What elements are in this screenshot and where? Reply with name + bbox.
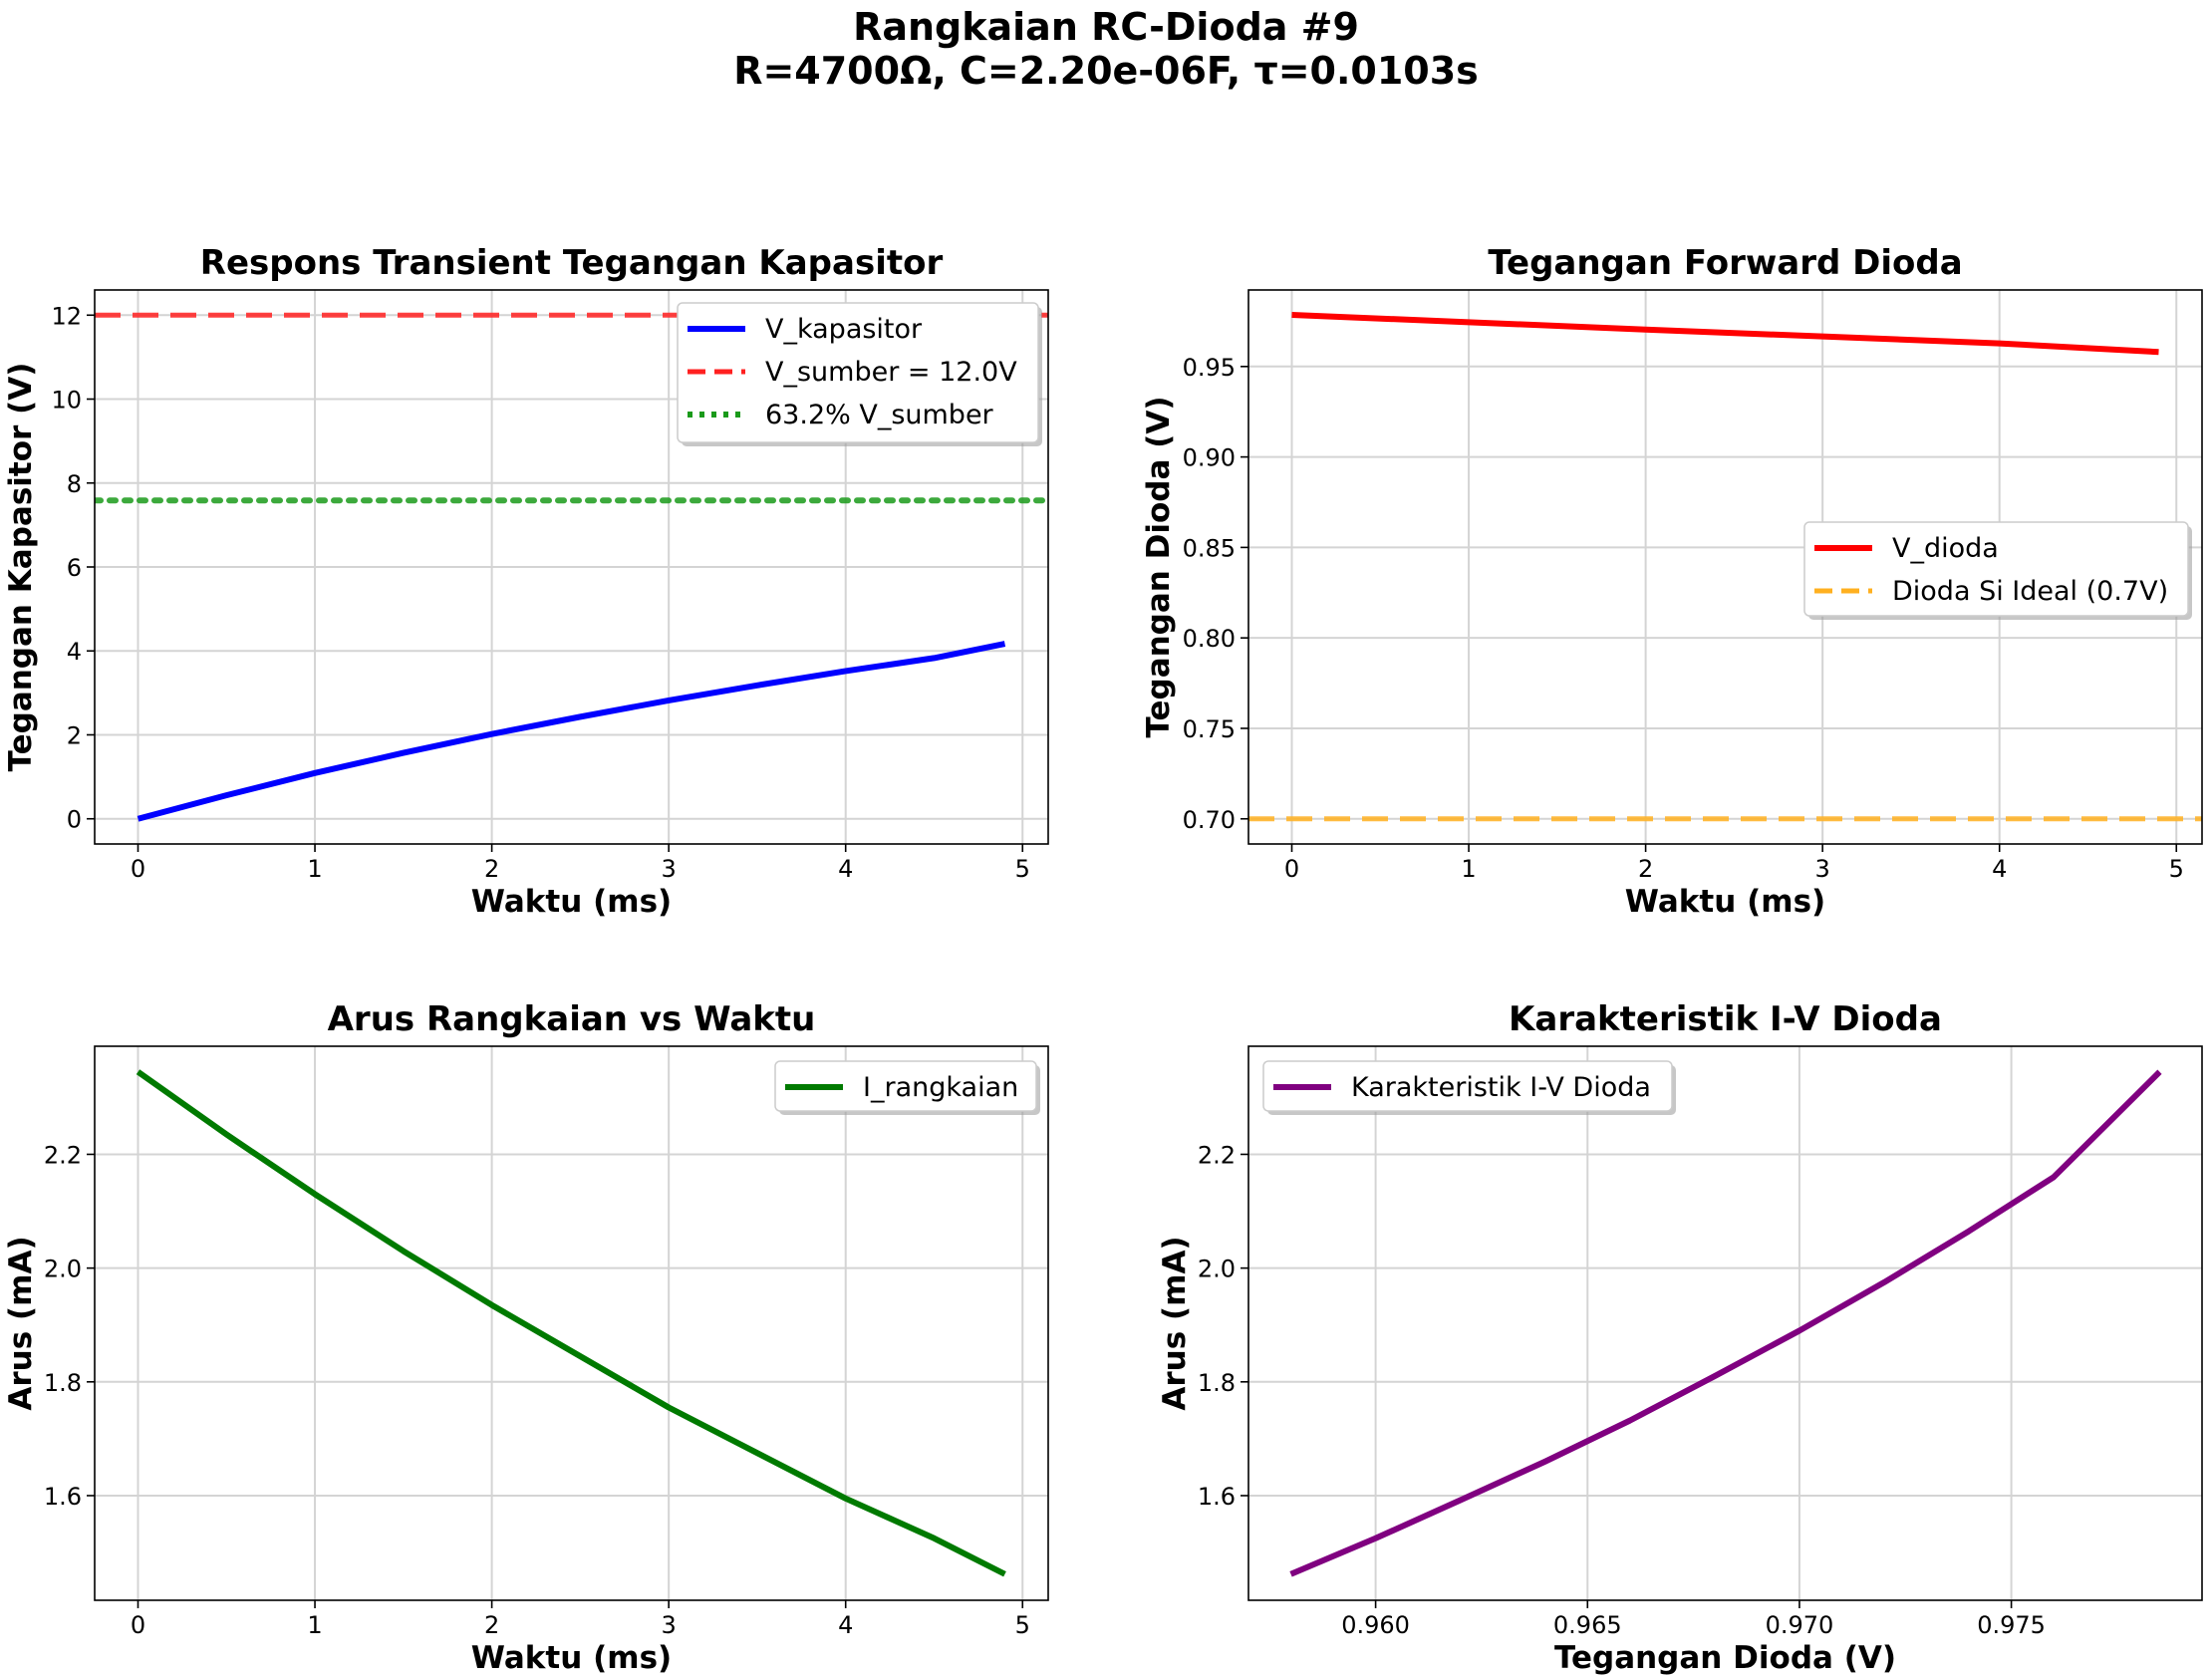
y-tick-label: 2.0 [44, 1256, 82, 1283]
y-tick-label: 0.85 [1183, 534, 1236, 562]
subplot-title: Respons Transient Tegangan Kapasitor [200, 243, 944, 283]
subplot-3: 0 1 2 3 4 5 1.6 1.8 2.0 2.2 Arus Rangkaian vs Wakt… [3, 999, 1049, 1676]
legend-entry: Karakteristik I-V Dioda [1351, 1072, 1651, 1103]
plot-area [1289, 1069, 2162, 1577]
x-tick-label: 2 [484, 1611, 499, 1639]
legend-entry: I_rangkaian [863, 1072, 1018, 1103]
x-axis-label: Waktu (ms) [1625, 884, 1825, 920]
x-tick-label: 0.960 [1341, 1611, 1410, 1639]
legend: Karakteristik I-V Dioda [1262, 1060, 1676, 1115]
x-tick-label: 1 [307, 1611, 322, 1639]
y-axis-label: Arus (mA) [3, 1236, 39, 1410]
y-tick-label: 0.90 [1183, 444, 1236, 472]
x-tick-label: 5 [1015, 1611, 1030, 1639]
subplot-2: 0 1 2 3 4 5 0.70 0.75 0.80 0.85 0.90 0.95 Tegangan F… [1141, 243, 2203, 920]
figure-title-line1: Rangkaian RC-Dioda #9 [853, 5, 1359, 49]
legend-entry: V_dioda [1892, 533, 1999, 564]
y-tick-label: 0.70 [1183, 806, 1236, 834]
legend: V_kapasitor V_sumber = 12.0V 63.2% V_sumbe… [677, 302, 1042, 446]
axes-frame [1247, 289, 2203, 845]
series-line [137, 641, 1006, 822]
y-tick-label: 2.2 [1198, 1141, 1236, 1169]
y-axis-label: Tegangan Kapasitor (V) [3, 363, 39, 772]
axes-frame [94, 1045, 1049, 1601]
x-tick-label: 3 [1815, 855, 1830, 883]
y-tick-label: 0 [67, 806, 82, 834]
x-tick-label: 0 [131, 855, 145, 883]
y-tick-label: 2.2 [44, 1141, 82, 1169]
y-tick-label: 0.80 [1183, 625, 1236, 653]
y-tick-label: 4 [67, 638, 82, 666]
x-tick-label: 1 [307, 855, 322, 883]
x-tick-label: 0.975 [1977, 1611, 2046, 1639]
plot-area [136, 1069, 1006, 1577]
subplot-title: Arus Rangkaian vs Waktu [328, 999, 816, 1039]
legend-entry: V_kapasitor [765, 314, 923, 345]
legend: I_rangkaian [774, 1060, 1040, 1115]
y-tick-label: 2.0 [1198, 1256, 1236, 1283]
x-tick-label: 1 [1461, 855, 1476, 883]
legend-box [677, 302, 1039, 443]
plot-area [1248, 312, 2202, 822]
y-tick-label: 8 [67, 470, 82, 498]
series-line [1291, 312, 2159, 356]
y-tick-label: 0.95 [1183, 354, 1236, 382]
x-axis-label: Waktu (ms) [471, 884, 672, 920]
y-tick-label: 1.6 [44, 1483, 82, 1511]
y-tick-label: 6 [67, 554, 82, 582]
legend-entry: Dioda Si Ideal (0.7V) [1892, 576, 2168, 607]
x-tick-label: 0 [1284, 855, 1299, 883]
y-tick-label: 2 [67, 721, 82, 749]
legend-entry: V_sumber = 12.0V [765, 357, 1017, 388]
x-tick-label: 2 [484, 855, 499, 883]
x-tick-label: 0.965 [1553, 1611, 1622, 1639]
y-tick-label: 1.8 [44, 1369, 82, 1397]
axes-frame [1247, 1045, 2203, 1601]
x-tick-label: 5 [1015, 855, 1030, 883]
legend-entry: 63.2% V_sumber [765, 400, 994, 430]
x-tick-label: 2 [1638, 855, 1653, 883]
x-tick-label: 4 [838, 855, 853, 883]
subplot-4: 0.960 0.965 0.970 0.975 1.6 1.8 2.0 2.2 Karakter… [1157, 999, 2203, 1676]
legend-box [1262, 1060, 1673, 1112]
y-tick-label: 12 [51, 302, 82, 330]
y-tick-label: 1.6 [1198, 1483, 1236, 1511]
x-tick-label: 0 [131, 1611, 145, 1639]
subplot-title: Tegangan Forward Dioda [1488, 243, 1962, 283]
legend: V_dioda Dioda Si Ideal (0.7V) [1803, 521, 2192, 620]
y-tick-label: 1.8 [1198, 1369, 1236, 1397]
subplot-title: Karakteristik I-V Dioda [1509, 999, 1942, 1039]
series-line [1289, 1069, 2162, 1577]
x-axis-label: Waktu (ms) [471, 1640, 672, 1676]
y-tick-label: 10 [51, 387, 82, 415]
y-tick-label: 0.75 [1183, 715, 1236, 743]
x-tick-label: 3 [662, 1611, 677, 1639]
y-axis-label: Tegangan Dioda (V) [1141, 396, 1177, 737]
plot-area [95, 312, 1048, 822]
x-axis-label: Tegangan Dioda (V) [1554, 1640, 1896, 1676]
x-tick-label: 4 [1992, 855, 2007, 883]
x-tick-label: 3 [662, 855, 677, 883]
x-tick-label: 4 [838, 1611, 853, 1639]
legend-box [774, 1060, 1037, 1112]
y-axis-label: Arus (mA) [1157, 1236, 1193, 1410]
series-line [136, 1069, 1006, 1577]
figure-title-line2: R=4700Ω, C=2.20e-06F, τ=0.0103s [733, 49, 1479, 93]
legend-box [1803, 521, 2189, 617]
x-tick-label: 0.970 [1766, 1611, 1834, 1639]
x-tick-label: 5 [2169, 855, 2184, 883]
